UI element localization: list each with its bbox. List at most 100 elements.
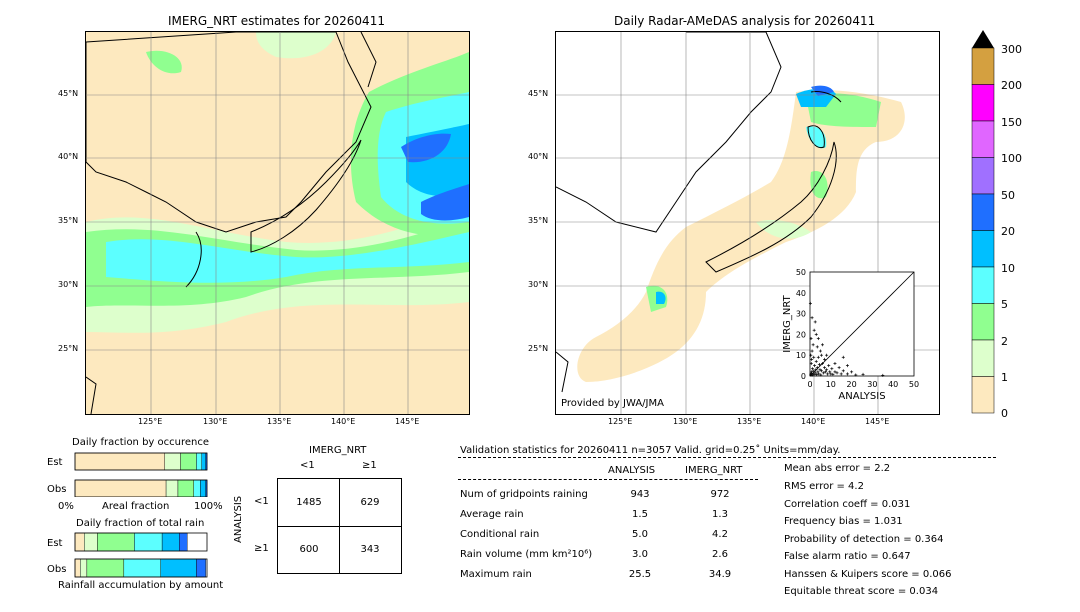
fraction-bar-outline	[74, 479, 208, 497]
contingency-row-ge1: ≥1	[254, 543, 269, 554]
rain-obs-label: Obs	[47, 564, 67, 575]
occurrence-bars	[74, 452, 208, 497]
scatter-point	[814, 332, 818, 336]
fraction-segment	[180, 452, 197, 471]
fraction-bar-outline	[74, 558, 208, 578]
scatter-y-tick: 50	[796, 268, 806, 277]
rain-est-label: Est	[47, 538, 63, 549]
scatter-point	[814, 359, 818, 363]
scatter-point	[812, 328, 816, 332]
stat-imerg: 1.3	[712, 509, 728, 520]
fraction-segment	[193, 479, 201, 497]
colorbar-label: 1	[1001, 371, 1008, 384]
scatter-y-tick: 30	[796, 310, 806, 319]
stat-imerg: 34.9	[708, 569, 732, 580]
scatter-point	[815, 366, 819, 370]
scatter-point	[829, 372, 833, 376]
scatter-point	[813, 364, 817, 368]
contingency-col-lt1: <1	[300, 460, 315, 471]
stat-label: Average rain	[460, 509, 524, 520]
left-lat-label: 30°N	[58, 280, 79, 289]
scatter-point	[812, 355, 816, 359]
scatter-point	[812, 369, 816, 373]
scatter-point	[822, 371, 826, 375]
scatter-point	[809, 337, 813, 341]
right-lon-label: 135°E	[737, 417, 762, 426]
scatter-x-tick: 40	[888, 380, 898, 389]
scatter-point	[831, 372, 835, 376]
contingency-cell: 629	[360, 497, 380, 508]
scatter-y-tick: 40	[796, 289, 806, 298]
scatter-point	[817, 372, 821, 376]
occurrence-est-label: Est	[47, 457, 63, 468]
fraction-bar-outline	[74, 452, 208, 471]
left-lon-label: 145°E	[395, 417, 420, 426]
scatter-point	[817, 363, 821, 367]
right-lat-label: 35°N	[528, 216, 549, 225]
scatter-point	[809, 372, 813, 376]
fraction-segment	[177, 479, 194, 497]
occurrence-obs-label: Obs	[47, 484, 67, 495]
scatter-point	[881, 373, 885, 377]
scatter-point	[810, 370, 814, 374]
scatter-point	[833, 370, 837, 374]
right-map-precip	[556, 32, 939, 414]
scatter-ylabel: IMERG_NRT	[782, 294, 793, 352]
scatter-point	[810, 316, 814, 320]
left-lat-label: 40°N	[58, 152, 79, 161]
score: Frequency bias = 1.031	[784, 516, 903, 527]
scatter-point	[845, 364, 849, 368]
score: Hanssen & Kuipers score = 0.066	[784, 569, 952, 580]
left-lon-label: 140°E	[331, 417, 356, 426]
scatter-point	[810, 357, 814, 361]
validation-divider	[458, 457, 996, 458]
fraction-bar-outline	[74, 532, 208, 552]
scatter-point	[835, 371, 839, 375]
score: Correlation coeff = 0.031	[784, 499, 911, 510]
fraction-segment	[165, 479, 179, 497]
left-lon-label: 135°E	[267, 417, 292, 426]
fraction-segment	[123, 558, 161, 578]
contingency-row-header: ANALYSIS	[233, 495, 244, 543]
scatter-x-tick: 10	[826, 380, 836, 389]
scatter-point	[837, 366, 841, 370]
scatter-point	[809, 362, 813, 366]
fraction-segment	[200, 479, 206, 497]
scatter-point	[813, 371, 817, 375]
scatter-point	[830, 367, 834, 371]
contingency-row-lt1: <1	[254, 496, 269, 507]
occurrence-xlabel: Areal fraction	[102, 501, 170, 512]
scatter-point	[819, 353, 823, 357]
scatter-point	[820, 343, 824, 347]
scatter-y-tick: 10	[796, 351, 806, 360]
stat-label: Maximum rain	[460, 569, 532, 580]
colorbar-label: 50	[1001, 189, 1015, 202]
fraction-segment	[74, 532, 85, 552]
score: Probability of detection = 0.364	[784, 534, 944, 545]
right-map-title: Daily Radar-AMeDAS analysis for 20260411	[614, 14, 876, 28]
colorbar-segment	[971, 84, 995, 122]
fraction-segment	[74, 558, 81, 578]
scatter-point	[861, 372, 865, 376]
stat-imerg: 4.2	[712, 529, 728, 540]
colorbar-label: 0	[1001, 407, 1008, 420]
fraction-segment	[201, 452, 206, 471]
occurrence-title: Daily fraction by occurence	[72, 437, 210, 448]
fraction-segment	[84, 532, 98, 552]
scatter-point	[810, 349, 814, 353]
colorbar-segment	[971, 47, 995, 85]
colorbar-segment	[971, 230, 995, 268]
occurrence-tick-0: 0%	[58, 501, 74, 512]
scatter-point	[825, 368, 829, 372]
colorbar-label: 200	[1001, 79, 1022, 92]
contingency-cell: 1485	[296, 497, 322, 508]
right-lat-label: 40°N	[528, 152, 549, 161]
col-analysis-header: ANALYSIS	[608, 465, 656, 476]
scatter-point	[833, 362, 837, 366]
contingency-col-header: IMERG_NRT	[309, 445, 367, 456]
stat-analysis: 25.5	[628, 569, 652, 580]
stat-label: Rain volume (mm km²10⁶)	[460, 549, 593, 560]
right-lat-label: 25°N	[528, 344, 549, 353]
scatter-y-tick: 20	[796, 330, 806, 339]
scatter-point	[841, 355, 845, 359]
